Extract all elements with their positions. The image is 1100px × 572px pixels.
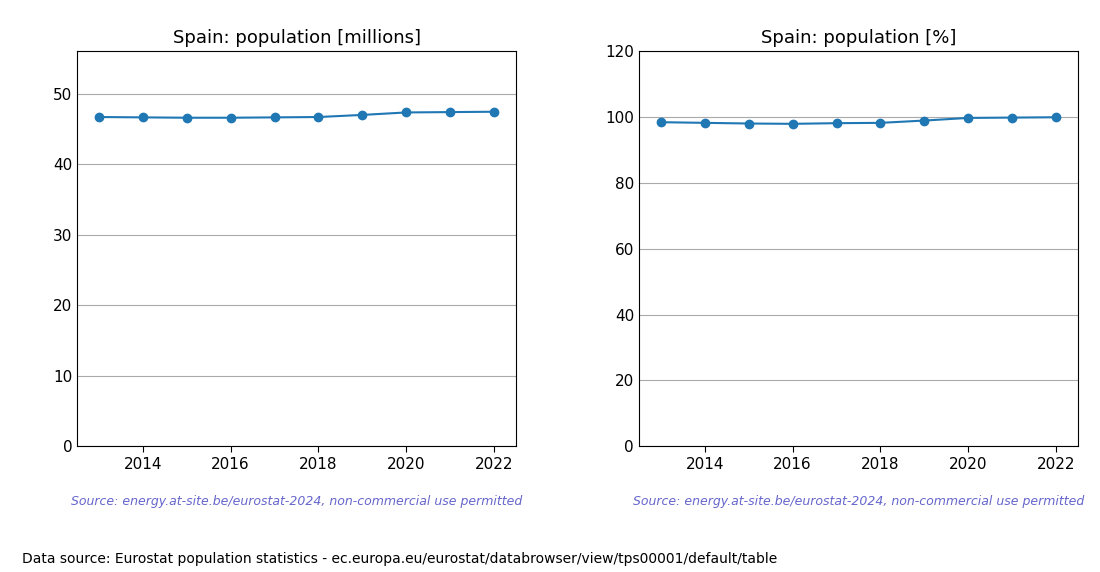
Text: Data source: Eurostat population statistics - ec.europa.eu/eurostat/databrowser/: Data source: Eurostat population statist… xyxy=(22,553,778,566)
Text: Source: energy.at-site.be/eurostat-2024, non-commercial use permitted: Source: energy.at-site.be/eurostat-2024,… xyxy=(70,495,522,508)
Title: Spain: population [%]: Spain: population [%] xyxy=(761,29,956,47)
Title: Spain: population [millions]: Spain: population [millions] xyxy=(173,29,420,47)
Text: Source: energy.at-site.be/eurostat-2024, non-commercial use permitted: Source: energy.at-site.be/eurostat-2024,… xyxy=(632,495,1085,508)
